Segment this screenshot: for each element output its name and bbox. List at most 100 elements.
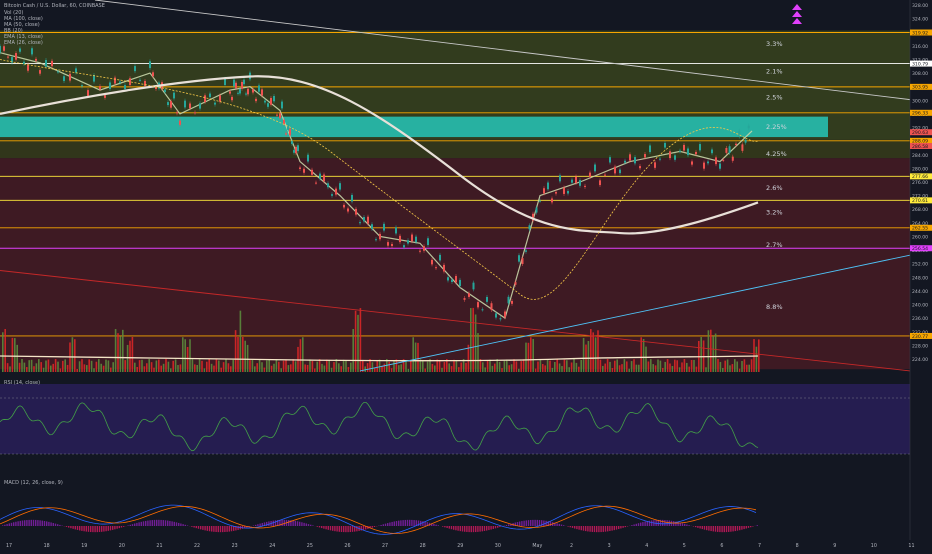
volume-bar	[223, 362, 225, 372]
macd-hist-bar	[143, 521, 144, 526]
macd-hist-bar	[488, 526, 489, 530]
macd-title[interactable]: MACD (12, 26, close, 9)	[4, 480, 63, 486]
macd-hist-bar	[600, 526, 601, 532]
level-percent-label: 3.3%	[766, 40, 783, 48]
volume-bar	[316, 362, 318, 372]
volume-bar	[542, 364, 544, 372]
macd-hist-bar	[506, 525, 507, 526]
volume-bar	[204, 368, 206, 372]
macd-hist-bar	[405, 520, 406, 526]
volume-bar	[196, 365, 198, 372]
volume-bar	[679, 367, 681, 372]
macd-hist-bar	[682, 523, 683, 526]
macd-hist-bar	[35, 520, 36, 526]
volume-bar	[506, 359, 508, 372]
volume-bar	[684, 359, 686, 372]
macd-hist-bar	[341, 526, 342, 532]
legend-ema26[interactable]: EMA (26, close)	[4, 40, 43, 46]
volume-bar	[242, 337, 244, 372]
time-tick-label: 6	[720, 543, 723, 549]
macd-hist-bar	[438, 525, 439, 526]
volume-bar	[494, 364, 496, 372]
macd-hist-bar	[9, 523, 10, 526]
time-tick-label: 19	[81, 543, 87, 549]
volume-bar	[331, 368, 333, 372]
macd-hist-bar	[550, 522, 551, 526]
macd-hist-bar	[713, 526, 714, 531]
volume-bar	[609, 362, 611, 372]
macd-hist-bar	[306, 523, 307, 526]
volume-bar	[45, 360, 47, 372]
macd-hist-bar	[79, 526, 80, 530]
macd-hist-bar	[24, 520, 25, 526]
macd-hist-bar	[686, 524, 687, 526]
volume-bar	[660, 361, 662, 372]
volume-bar	[206, 362, 208, 372]
macd-panel[interactable]	[0, 474, 910, 540]
macd-hist-bar	[728, 526, 729, 532]
volume-bar	[379, 360, 381, 372]
macd-hist-bar	[297, 521, 298, 526]
macd-hist-bar	[391, 522, 392, 526]
rsi-title[interactable]: RSI (14, close)	[4, 380, 40, 386]
support-band[interactable]	[0, 117, 828, 137]
macd-hist-bar	[374, 526, 375, 527]
macd-hist-bar	[31, 520, 32, 526]
volume-bar	[252, 360, 254, 372]
volume-bar	[12, 338, 14, 372]
macd-hist-bar	[449, 526, 450, 529]
volume-bar	[391, 368, 393, 372]
macd-hist-bar	[702, 526, 703, 529]
volume-bar	[91, 361, 93, 372]
volume-bar	[655, 365, 657, 372]
volume-bar	[621, 364, 623, 372]
volume-bar	[616, 359, 618, 372]
price-marker-label: 262.55	[912, 226, 928, 232]
macd-hist-bar	[167, 521, 168, 526]
volume-bar	[350, 363, 352, 372]
price-tick-label: 276.00	[912, 180, 928, 186]
macd-hist-bar	[572, 526, 573, 528]
macd-hist-bar	[284, 520, 285, 526]
macd-hist-bar	[145, 521, 146, 526]
macd-hist-bar	[226, 526, 227, 532]
macd-hist-bar	[136, 523, 137, 526]
macd-hist-bar	[433, 524, 434, 526]
macd-hist-bar	[193, 526, 194, 527]
price-tick-label: 228.00	[912, 343, 928, 349]
macd-hist-bar	[750, 526, 751, 527]
volume-bar	[268, 360, 270, 372]
volume-bar	[434, 365, 436, 372]
macd-hist-bar	[457, 526, 458, 531]
time-tick-label: 17	[6, 543, 12, 549]
macd-hist-bar	[336, 526, 337, 532]
macd-hist-bar	[110, 526, 111, 530]
time-scale[interactable]	[0, 540, 932, 550]
macd-hist-bar	[156, 520, 157, 526]
volume-bar	[648, 361, 650, 372]
macd-hist-bar	[182, 524, 183, 526]
macd-hist-bar	[451, 526, 452, 529]
macd-hist-bar	[154, 520, 155, 526]
level-percent-label: 2.5%	[766, 94, 783, 102]
volume-bar	[232, 360, 234, 372]
volume-bar	[667, 359, 669, 372]
volume-bar	[686, 363, 688, 372]
volume-bar	[288, 365, 290, 372]
volume-bar	[600, 360, 602, 372]
volume-bar	[158, 360, 160, 372]
volume-bar	[607, 359, 609, 372]
price-marker-label: 296.33	[912, 111, 928, 117]
macd-hist-bar	[735, 526, 736, 531]
macd-hist-bar	[213, 526, 214, 532]
volume-bar	[640, 337, 642, 372]
macd-hist-bar	[462, 526, 463, 531]
level-percent-label: 3.2%	[766, 209, 783, 217]
volume-bar	[417, 343, 419, 372]
volume-bar	[192, 359, 194, 372]
price-scale[interactable]	[910, 0, 932, 550]
macd-hist-bar	[218, 526, 219, 532]
macd-hist-bar	[424, 522, 425, 526]
volume-bar	[74, 339, 76, 372]
